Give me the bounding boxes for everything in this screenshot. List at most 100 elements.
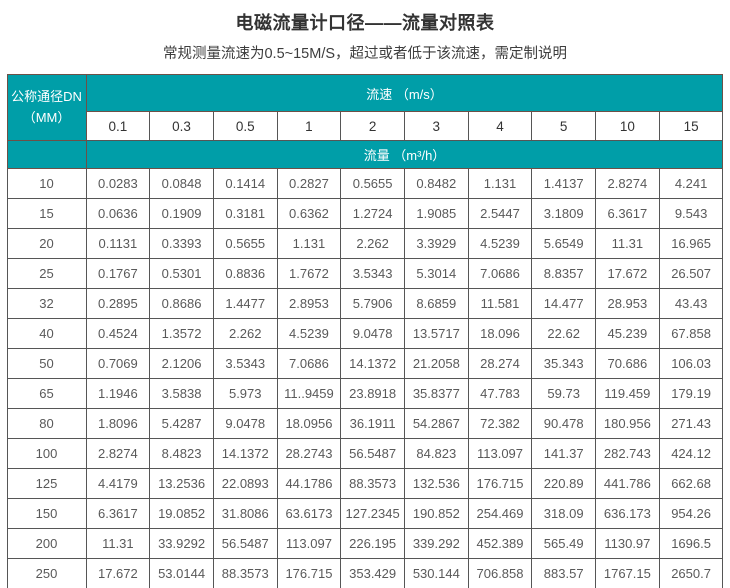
flow-value-cell: 3.5343 [212, 348, 278, 379]
flow-value-cell: 141.37 [531, 438, 597, 469]
flow-value-cell: 0.5301 [149, 258, 214, 289]
table-row: 32 0.2895 0.8686 1.4477 2.8953 5.7906 8.6859 11… [6, 288, 724, 319]
flow-value-cell: 47.783 [467, 378, 533, 409]
dn-cell: 65 [6, 378, 87, 409]
flow-value-cell: 22.62 [531, 318, 597, 349]
flow-value-cell: 43.43 [658, 288, 724, 319]
page-title: 电磁流量计口径——流量对照表 [235, 13, 495, 33]
flow-value-cell: 7.0686 [276, 348, 342, 379]
flow-value-cell: 88.3573 [212, 558, 278, 588]
flow-value-cell: 176.715 [276, 558, 342, 588]
flow-value-cell: 2650.7 [658, 558, 724, 588]
flow-value-cell: 530.144 [403, 558, 469, 588]
flow-value-cell: 56.5487 [340, 438, 405, 469]
flow-value-cell: 0.0636 [85, 198, 151, 229]
flow-value-cell: 254.469 [467, 498, 533, 529]
flow-value-cell: 5.7906 [340, 288, 405, 319]
flow-value-cell: 271.43 [658, 408, 724, 439]
flow-value-cell: 11.31 [595, 228, 660, 259]
flow-value-cell: 220.89 [531, 468, 597, 499]
flow-value-cell: 11..9459 [276, 378, 342, 409]
flow-value-cell: 84.823 [403, 438, 469, 469]
flow-value-cell: 0.8686 [149, 288, 214, 319]
table-header: 公称通径DN （MM） 流速 （m/s） 0.1 0.3 0.5 1 2 3 4 5 10 15 … [6, 74, 724, 169]
flow-header-row: 流量 （m³/h） [6, 140, 724, 169]
table-row: 100 2.8274 8.4823 14.1372 28.2743 56.5487 84.8… [6, 438, 724, 469]
dn-cell: 200 [6, 528, 87, 559]
flow-value-cell: 0.7069 [85, 348, 151, 379]
table-row: 250 17.672 53.0144 88.3573 176.715 353.429 530… [6, 558, 724, 588]
flow-value-cell: 0.3393 [149, 228, 214, 259]
flow-value-cell: 17.672 [595, 258, 660, 289]
flow-value-cell: 4.241 [658, 168, 724, 199]
flow-value-cell: 1130.97 [595, 528, 660, 559]
flow-value-cell: 0.2895 [85, 288, 151, 319]
flow-value-cell: 4.4179 [85, 468, 151, 499]
flow-value-cell: 113.097 [467, 438, 533, 469]
flow-value-cell: 53.0144 [149, 558, 214, 588]
flow-value-cell: 190.852 [403, 498, 469, 529]
flow-value-cell: 662.68 [658, 468, 724, 499]
velocity-cell: 1 [276, 111, 342, 141]
flow-value-cell: 106.03 [658, 348, 724, 379]
dn-cell: 250 [6, 558, 87, 588]
velocity-header-row: 公称通径DN （MM） 流速 （m/s） [6, 74, 724, 141]
flow-value-cell: 353.429 [340, 558, 405, 588]
velocity-cell: 5 [531, 111, 597, 141]
flow-value-cell: 36.1911 [340, 408, 405, 439]
table-row: 20 0.1131 0.3393 0.5655 1.131 2.262 3.3929 4.52… [6, 228, 724, 259]
flow-value-cell: 8.8357 [531, 258, 597, 289]
flow-value-cell: 2.8274 [595, 168, 660, 199]
flow-value-cell: 13.2536 [149, 468, 214, 499]
velocity-cell: 0.3 [149, 111, 214, 141]
flow-value-cell: 0.8836 [212, 258, 278, 289]
table-row: 150 6.3617 19.0852 31.8086 63.6173 127.2345 19… [6, 498, 724, 529]
flow-value-cell: 706.858 [467, 558, 533, 588]
flow-value-cell: 44.1786 [276, 468, 342, 499]
flow-value-cell: 63.6173 [276, 498, 342, 529]
dn-cell: 125 [6, 468, 87, 499]
flow-value-cell: 0.8482 [403, 168, 469, 199]
flow-value-cell: 7.0686 [467, 258, 533, 289]
flow-value-cell: 0.0848 [149, 168, 214, 199]
velocity-cell: 4 [467, 111, 533, 141]
flow-value-cell: 9.0478 [212, 408, 278, 439]
flow-value-cell: 8.6859 [403, 288, 469, 319]
flow-value-cell: 565.49 [531, 528, 597, 559]
corner-spacer-cell [6, 140, 87, 169]
table-row: 50 0.7069 2.1206 3.5343 7.0686 14.1372 21.2058… [6, 348, 724, 379]
flow-value-cell: 2.8274 [85, 438, 151, 469]
flow-value-cell: 14.1372 [340, 348, 405, 379]
flow-value-cell: 70.686 [595, 348, 660, 379]
flow-value-cell: 883.57 [531, 558, 597, 588]
flow-value-cell: 2.5447 [467, 198, 533, 229]
flow-value-cell: 18.096 [467, 318, 533, 349]
flow-value-cell: 31.8086 [212, 498, 278, 529]
flow-value-cell: 318.09 [531, 498, 597, 529]
flow-value-cell: 13.5717 [403, 318, 469, 349]
dn-cell: 25 [6, 258, 87, 289]
dn-cell: 100 [6, 438, 87, 469]
flow-value-cell: 282.743 [595, 438, 660, 469]
flow-value-cell: 56.5487 [212, 528, 278, 559]
flow-value-cell: 127.2345 [340, 498, 405, 529]
flow-value-cell: 22.0893 [212, 468, 278, 499]
flow-value-cell: 0.3181 [212, 198, 278, 229]
flow-value-cell: 1.131 [467, 168, 533, 199]
flow-value-cell: 14.477 [531, 288, 597, 319]
flow-value-cell: 113.097 [276, 528, 342, 559]
table-row: 65 1.1946 3.5838 5.973 11..9459 23.8918 35.837… [6, 378, 724, 409]
velocity-cell: 3 [403, 111, 469, 141]
flow-value-cell: 59.73 [531, 378, 597, 409]
dn-cell: 80 [6, 408, 87, 439]
corner-header-dn-mm: 公称通径DN （MM） [6, 74, 87, 141]
flow-value-cell: 2.262 [340, 228, 405, 259]
flow-value-cell: 1767.15 [595, 558, 660, 588]
flow-value-cell: 9.543 [658, 198, 724, 229]
flow-value-cell: 23.8918 [340, 378, 405, 409]
dn-cell: 150 [6, 498, 87, 529]
flow-value-cell: 1.1946 [85, 378, 151, 409]
dn-cell: 32 [6, 288, 87, 319]
flow-value-cell: 33.9292 [149, 528, 214, 559]
flow-value-cell: 180.956 [595, 408, 660, 439]
